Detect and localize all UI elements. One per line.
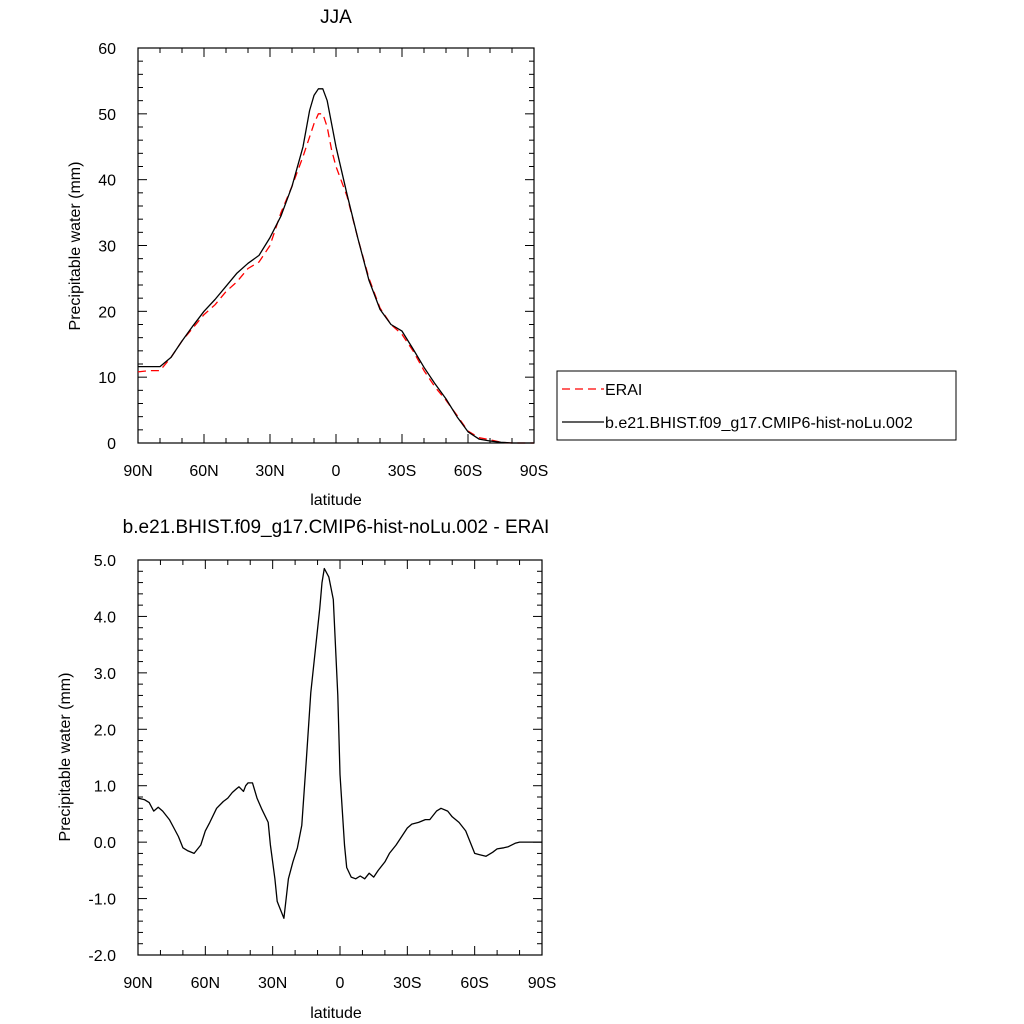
y-axis-label: Precipitable water (mm) — [57, 673, 74, 842]
x-tick-labels: 90N 60N 30N 0 30S 60S 90S — [123, 975, 556, 992]
series-line-0 — [137, 567, 542, 919]
x-tick-label: 90S — [528, 975, 556, 992]
y-tick-label: 40 — [98, 173, 116, 190]
chart-title: b.e21.BHIST.f09_g17.CMIP6-hist-noLu.002 … — [123, 517, 550, 538]
x-axis-label: latitude — [310, 1005, 362, 1022]
x-tick-label: 60S — [454, 463, 482, 480]
x-tick-label: 60N — [191, 975, 220, 992]
x-tick-label: 0 — [332, 463, 341, 480]
plot-frame — [137, 47, 535, 444]
x-tick-label: 60N — [189, 463, 218, 480]
legend-label-model: b.e21.BHIST.f09_g17.CMIP6-hist-noLu.002 — [605, 415, 913, 432]
y-tick-label: 1.0 — [94, 779, 116, 796]
y-tick-label: 60 — [98, 41, 116, 58]
y-tick-labels: 0 10 20 30 40 50 60 — [98, 41, 116, 453]
y-tick-label: 2.0 — [94, 722, 116, 739]
y-tick-label: 20 — [98, 304, 116, 321]
x-tick-label: 30N — [255, 463, 284, 480]
x-tick-label: 30S — [393, 975, 421, 992]
y-tick-label: 10 — [98, 370, 116, 387]
y-tick-label: 0.0 — [94, 835, 116, 852]
y-tick-label: 4.0 — [94, 609, 116, 626]
y-tick-label: 0 — [107, 436, 116, 453]
chart-title: JJA — [320, 7, 352, 28]
y-tick-label: 5.0 — [94, 553, 116, 570]
legend-label-erai: ERAI — [605, 382, 642, 399]
legend-box — [556, 370, 957, 441]
x-tick-label: 60S — [460, 975, 488, 992]
x-tick-label: 90N — [123, 463, 152, 480]
y-axis-label: Precipitable water (mm) — [67, 162, 84, 331]
x-axis-label: latitude — [310, 492, 362, 509]
y-tick-label: -1.0 — [88, 892, 116, 909]
y-tick-labels: -2.0 -1.0 0.0 1.0 2.0 3.0 4.0 5.0 — [88, 553, 116, 965]
x-tick-labels: 90N 60N 30N 0 30S 60S 90S — [123, 463, 548, 480]
y-tick-label: 30 — [98, 239, 116, 256]
y-tick-label: 3.0 — [94, 666, 116, 683]
legend: ERAI b.e21.BHIST.f09_g17.CMIP6-hist-noLu… — [556, 370, 957, 441]
series-line-1 — [138, 88, 534, 444]
series-line-0 — [137, 113, 534, 444]
panel-bottom: b.e21.BHIST.f09_g17.CMIP6-hist-noLu.002 … — [57, 517, 556, 1022]
y-tick-label: -2.0 — [88, 948, 116, 965]
series-group — [137, 88, 534, 444]
x-tick-label: 90N — [123, 975, 152, 992]
x-tick-label: 90S — [520, 463, 548, 480]
panel-top: JJA 90N 60N 30N 0 30S 60S 90S 0 10 20 30 40 50 60 la… — [67, 7, 957, 509]
series-group — [137, 567, 542, 919]
axis-ticks — [137, 47, 535, 444]
x-tick-label: 30N — [258, 975, 287, 992]
x-tick-label: 0 — [336, 975, 345, 992]
x-tick-label: 30S — [388, 463, 416, 480]
y-tick-label: 50 — [98, 107, 116, 124]
axis-ticks — [137, 559, 543, 956]
